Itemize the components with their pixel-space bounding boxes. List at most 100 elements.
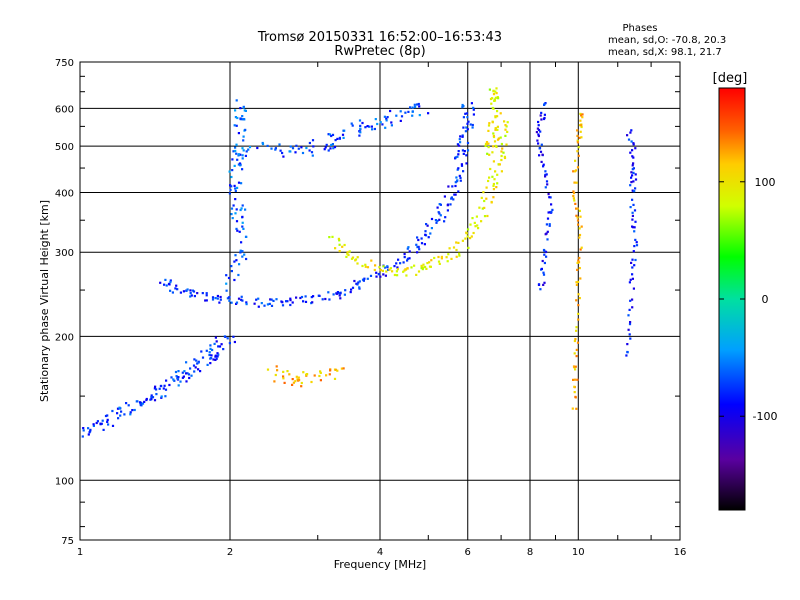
- echo-point: [240, 207, 243, 210]
- echo-point: [496, 182, 499, 185]
- echo-point: [211, 348, 214, 352]
- echo-point: [269, 298, 272, 301]
- echo-point: [576, 139, 579, 142]
- echo-point: [169, 279, 172, 282]
- echo-point: [239, 153, 242, 156]
- echo-point: [633, 264, 636, 267]
- echo-point: [472, 106, 475, 109]
- echo-point: [446, 260, 449, 263]
- echo-point: [243, 253, 246, 256]
- echo-point: [153, 387, 156, 390]
- echo-point: [243, 109, 246, 112]
- echo-point: [211, 298, 215, 301]
- echo-point: [168, 283, 171, 286]
- echo-point: [278, 143, 281, 146]
- echo-point: [404, 268, 407, 271]
- echo-point: [228, 299, 231, 302]
- echo-point: [104, 414, 108, 418]
- echo-point: [489, 167, 492, 171]
- echo-point: [494, 128, 497, 131]
- echo-point: [579, 112, 582, 115]
- echo-point: [205, 292, 208, 295]
- echo-point: [537, 283, 541, 286]
- echo-point: [634, 220, 637, 223]
- echo-point: [396, 266, 399, 269]
- echo-point: [349, 291, 352, 294]
- echo-point: [397, 258, 400, 261]
- echo-point: [455, 241, 458, 244]
- echo-point: [224, 335, 227, 338]
- echo-point: [174, 370, 178, 374]
- echo-point: [231, 217, 234, 220]
- echo-point: [631, 189, 634, 192]
- echo-point: [470, 235, 473, 238]
- echo-point: [338, 239, 341, 242]
- echo-point: [633, 209, 637, 212]
- echo-point: [540, 143, 543, 146]
- x-tick-label: 1: [77, 547, 83, 558]
- echo-point: [543, 253, 546, 256]
- echo-point: [575, 326, 578, 329]
- echo-point: [321, 298, 324, 301]
- echo-point: [279, 149, 282, 152]
- echo-point: [282, 155, 285, 158]
- echo-point: [573, 181, 576, 184]
- echo-point: [631, 277, 634, 280]
- echo-point: [492, 93, 496, 96]
- echo-point: [575, 348, 578, 351]
- echo-point: [219, 295, 222, 299]
- y-tick-label: 600: [55, 104, 74, 115]
- echo-point: [457, 150, 460, 153]
- echo-point: [448, 247, 451, 250]
- echo-point: [439, 214, 442, 217]
- echo-point: [238, 230, 241, 233]
- echo-point: [465, 112, 469, 115]
- echo-point: [328, 373, 331, 376]
- echo-point: [235, 124, 238, 127]
- echo-point: [487, 142, 490, 145]
- echo-point: [506, 130, 509, 133]
- echo-point: [490, 201, 493, 204]
- echo-point: [274, 373, 277, 377]
- echo-point: [626, 350, 629, 354]
- echo-point: [578, 297, 581, 300]
- echo-point: [328, 236, 331, 239]
- echo-point: [232, 204, 235, 207]
- echo-point: [545, 223, 548, 226]
- echo-point: [420, 266, 423, 270]
- echo-point: [336, 291, 339, 294]
- echo-point: [544, 175, 547, 178]
- echo-point: [111, 409, 114, 413]
- echo-point: [172, 378, 175, 381]
- echo-point: [628, 308, 631, 311]
- echo-point: [500, 170, 503, 173]
- echo-point: [234, 109, 237, 112]
- echo-point: [210, 354, 213, 357]
- echo-point: [578, 227, 581, 230]
- echo-point: [312, 145, 315, 148]
- echo-point: [239, 208, 242, 212]
- echo-point: [245, 301, 248, 304]
- echo-point: [487, 179, 490, 183]
- echo-point: [192, 290, 196, 293]
- echo-point: [193, 295, 196, 298]
- echo-point: [574, 365, 577, 368]
- echo-point: [176, 288, 179, 291]
- echo-point: [494, 96, 497, 99]
- echo-point: [492, 89, 495, 92]
- echo-point: [575, 281, 578, 284]
- echo-point: [242, 106, 245, 109]
- echo-point: [580, 124, 583, 127]
- echo-point: [282, 377, 285, 380]
- echo-point: [353, 279, 356, 283]
- echo-point: [356, 262, 359, 265]
- echo-point: [181, 371, 184, 374]
- echo-point: [165, 284, 168, 287]
- echo-point: [424, 233, 427, 236]
- echo-point: [576, 207, 579, 210]
- echo-point: [319, 370, 322, 373]
- echo-point: [461, 239, 464, 242]
- echo-point: [339, 297, 342, 300]
- echo-point: [400, 115, 404, 118]
- echo-point: [630, 176, 633, 179]
